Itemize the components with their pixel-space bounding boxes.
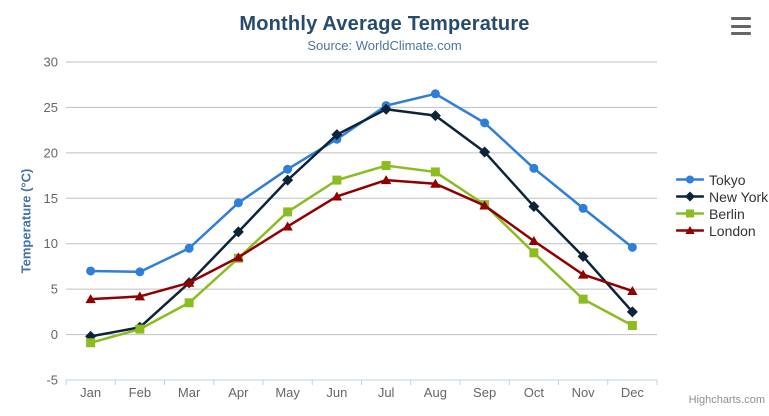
data-point-marker[interactable]: [578, 294, 588, 304]
data-point-marker[interactable]: [283, 207, 293, 217]
data-point-marker[interactable]: [578, 203, 588, 213]
legend-marker-new-york: [676, 191, 704, 202]
data-point-marker[interactable]: [380, 103, 392, 115]
x-axis-label: Aug: [424, 385, 447, 400]
data-point-marker[interactable]: [183, 277, 195, 287]
data-point-marker[interactable]: [626, 306, 638, 318]
data-point-marker[interactable]: [685, 191, 695, 202]
series-line-new-york: [89, 107, 634, 338]
series-line-tokyo: [89, 92, 634, 274]
data-point-marker[interactable]: [627, 320, 637, 330]
data-point-marker[interactable]: [184, 243, 194, 253]
series-tokyo[interactable]: [86, 89, 637, 277]
legend-item-london[interactable]: London: [676, 222, 768, 239]
legend-marker-tokyo: [676, 175, 704, 184]
data-point-marker[interactable]: [233, 252, 244, 262]
data-point-marker[interactable]: [528, 200, 540, 212]
data-point-marker[interactable]: [577, 250, 589, 262]
data-point-marker[interactable]: [480, 118, 490, 128]
series-line-london: [89, 178, 634, 301]
export-menu-button[interactable]: [728, 15, 754, 37]
x-axis-label: Oct: [524, 385, 545, 400]
data-point-marker[interactable]: [529, 248, 539, 258]
x-axis-label: Nov: [572, 385, 596, 400]
y-axis-label: 10: [44, 236, 58, 251]
chart-title: Monthly Average Temperature: [239, 13, 530, 35]
data-point-marker[interactable]: [282, 174, 294, 186]
legend-label: London: [709, 222, 756, 239]
data-point-marker[interactable]: [282, 221, 293, 231]
legend-item-tokyo[interactable]: Tokyo: [676, 171, 768, 188]
x-axis-label: Feb: [129, 385, 151, 400]
chart-subtitle: Source: WorldClimate.com: [307, 38, 462, 53]
data-point-marker[interactable]: [430, 178, 441, 188]
x-axis-label: Dec: [621, 385, 645, 400]
data-point-marker[interactable]: [479, 200, 490, 210]
legend: Tokyo New York Berlin London: [676, 171, 768, 239]
data-point-marker[interactable]: [135, 267, 145, 277]
credits-link[interactable]: Highcharts.com: [688, 394, 765, 406]
series-london[interactable]: [85, 175, 638, 304]
x-axis-label: Jan: [80, 385, 101, 400]
y-axis-label: 15: [44, 191, 58, 206]
data-point-marker[interactable]: [135, 324, 145, 334]
data-point-marker[interactable]: [233, 198, 243, 208]
data-point-marker[interactable]: [232, 226, 244, 238]
data-point-marker[interactable]: [331, 129, 343, 141]
data-point-marker[interactable]: [577, 269, 589, 279]
legend-label: Berlin: [709, 205, 745, 222]
data-point-marker[interactable]: [332, 175, 342, 185]
legend-label: New York: [709, 188, 769, 205]
data-point-marker[interactable]: [529, 163, 539, 173]
x-axis-label: Jul: [378, 385, 395, 400]
data-point-marker[interactable]: [331, 191, 343, 201]
y-axis-label: 5: [51, 282, 58, 297]
data-point-marker[interactable]: [627, 242, 637, 252]
x-axis-label: May: [275, 385, 300, 400]
series-new-york[interactable]: [85, 103, 638, 342]
x-axis-label: Sep: [473, 385, 496, 400]
legend-item-berlin[interactable]: Berlin: [676, 205, 768, 222]
y-axis-label: 25: [44, 100, 58, 115]
data-point-marker[interactable]: [627, 285, 638, 295]
y-axis-label: 0: [51, 327, 58, 342]
data-point-marker[interactable]: [85, 294, 96, 304]
y-axis-label: 30: [44, 55, 58, 70]
x-axis-label: Mar: [178, 385, 201, 400]
data-point-marker[interactable]: [686, 175, 694, 184]
y-axis-title: Temperature (°C): [18, 168, 34, 274]
data-point-marker[interactable]: [685, 226, 695, 234]
data-point-marker[interactable]: [86, 266, 96, 276]
data-point-marker[interactable]: [381, 161, 391, 171]
series-line-berlin: [89, 164, 634, 344]
data-point-marker[interactable]: [283, 164, 293, 174]
data-point-marker[interactable]: [528, 235, 540, 245]
data-point-marker[interactable]: [134, 291, 146, 301]
legend-item-new-york[interactable]: New York: [676, 188, 768, 205]
data-point-marker[interactable]: [429, 110, 441, 122]
legend-marker-london: [676, 226, 704, 234]
data-point-marker[interactable]: [86, 338, 96, 348]
data-point-marker[interactable]: [430, 89, 440, 99]
data-point-marker[interactable]: [479, 146, 491, 158]
data-point-marker[interactable]: [380, 175, 392, 185]
y-axis-label: -5: [46, 373, 58, 388]
data-point-marker[interactable]: [686, 209, 694, 218]
x-axis-label: Apr: [228, 385, 249, 400]
data-point-marker[interactable]: [184, 298, 194, 308]
y-axis-label: 20: [44, 145, 58, 160]
legend-label: Tokyo: [709, 171, 746, 188]
data-point-marker[interactable]: [430, 167, 440, 177]
x-axis-label: Jun: [326, 385, 347, 400]
legend-marker-berlin: [676, 209, 704, 218]
